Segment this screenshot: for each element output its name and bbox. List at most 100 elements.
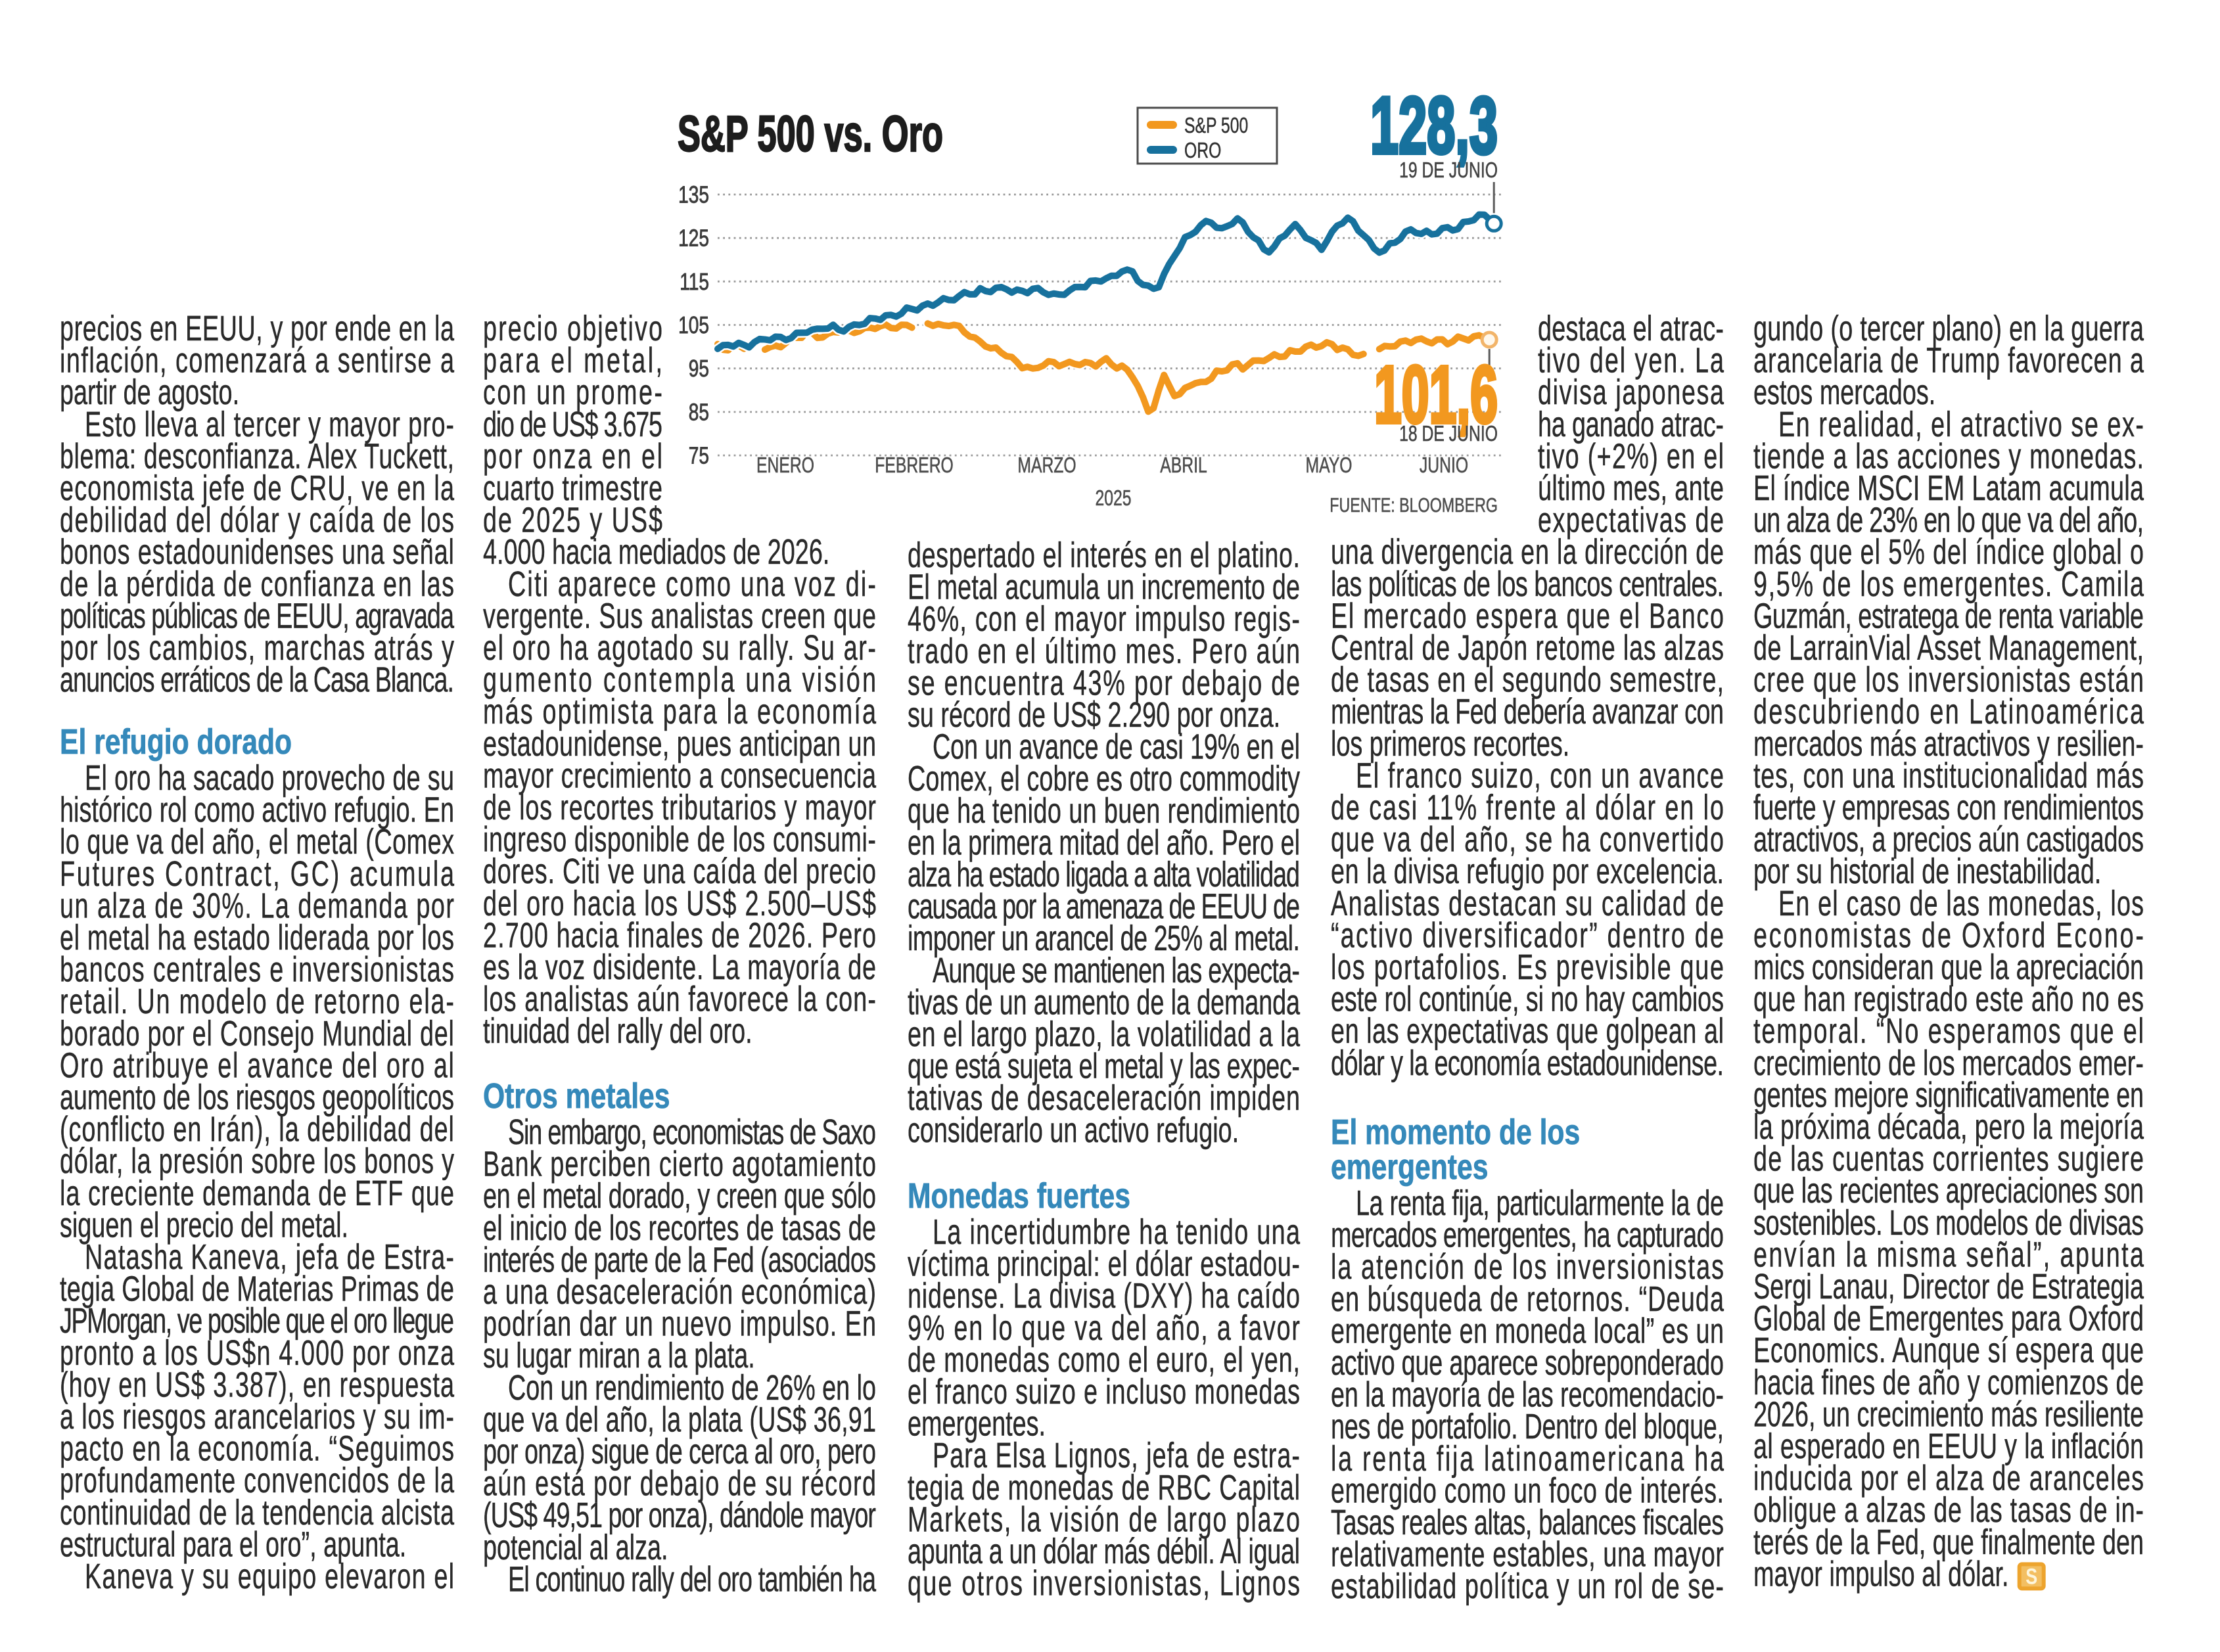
svg-text:115: 115	[680, 269, 709, 295]
svg-text:estabilidad política y un rol: estabilidad política y un rol de se-	[1331, 1567, 1724, 1606]
svg-text:trado en el último mes. Pero a: trado en el último mes. Pero aún	[908, 631, 1300, 670]
svg-text:mayor crecimiento a consecuenc: mayor crecimiento a consecuencia	[483, 756, 876, 795]
svg-text:un alza de 30%. La demanda por: un alza de 30%. La demanda por	[60, 886, 454, 925]
svg-text:Sergi Lanau, Director de Estra: Sergi Lanau, Director de Estrategia	[1753, 1266, 2144, 1306]
svg-text:aún está por debajo de su réco: aún está por debajo de su récord	[483, 1463, 876, 1503]
svg-text:Central de Japón retome las al: Central de Japón retome las alzas	[1331, 628, 1724, 667]
svg-text:2.700 hacia finales de 2026. P: 2.700 hacia finales de 2026. Pero	[483, 915, 876, 955]
svg-text:Para Elsa Lignos, jefa de estr: Para Elsa Lignos, jefa de estra-	[933, 1436, 1300, 1475]
svg-text:En el caso de las monedas, los: En el caso de las monedas, los	[1778, 883, 2144, 923]
svg-text:Comex, el cobre es otro commod: Comex, el cobre es otro commodity	[908, 759, 1301, 798]
svg-text:destaca el atrac-: destaca el atrac-	[1538, 308, 1724, 348]
svg-text:una divergencia en la direcció: una divergencia en la dirección de	[1331, 532, 1724, 572]
svg-text:tivas de un aumento de la dema: tivas de un aumento de la demanda	[908, 982, 1300, 1022]
svg-text:nes de portafolio. Dentro del: nes de portafolio. Dentro del bloque,	[1331, 1407, 1724, 1446]
svg-text:que otros inversionistas, Lign: que otros inversionistas, Lignos	[908, 1563, 1300, 1603]
svg-text:135: 135	[678, 181, 709, 208]
svg-text:el metal ha estado liderada po: el metal ha estado liderada por los	[60, 917, 454, 957]
svg-text:descubriendo en Latinoamérica: descubriendo en Latinoamérica	[1753, 692, 2144, 731]
svg-text:Tasas reales altas, balances f: Tasas reales altas, balances fiscales	[1331, 1502, 1724, 1542]
svg-text:cuarto trimestre: cuarto trimestre	[483, 468, 662, 507]
svg-text:de 2025 y US$: de 2025 y US$	[483, 500, 662, 539]
svg-text:Markets, la visión de largo pl: Markets, la visión de largo plazo	[908, 1500, 1300, 1539]
svg-text:aumento de los riesgos geopolí: aumento de los riesgos geopolíticos	[60, 1077, 454, 1116]
svg-text:(hoy en US$ 3.387), en respues: (hoy en US$ 3.387), en respuesta	[60, 1365, 454, 1404]
svg-text:El índice MSCI EM Latam acumul: El índice MSCI EM Latam acumula	[1753, 468, 2144, 507]
svg-text:víctima principal: el dólar es: víctima principal: el dólar estadou-	[908, 1244, 1300, 1283]
svg-text:emergido como un foco de inter: emergido como un foco de interés.	[1331, 1471, 1724, 1510]
svg-text:S: S	[2025, 1564, 2037, 1589]
svg-text:bonos estadounidenses una seña: bonos estadounidenses una señal	[60, 532, 454, 572]
svg-text:bancos centrales e inversionis: bancos centrales e inversionistas	[60, 950, 454, 989]
svg-text:2026, un crecimiento más resil: 2026, un crecimiento más resiliente	[1753, 1394, 2144, 1434]
svg-text:estadounidense, pues anticipan: estadounidense, pues anticipan un	[483, 723, 876, 763]
svg-text:Citi aparece como una voz di-: Citi aparece como una voz di-	[508, 564, 876, 603]
svg-text:es la voz disidente. La mayorí: es la voz disidente. La mayoría de	[483, 947, 876, 986]
svg-text:dores. Citi ve una caída del p: dores. Citi ve una caída del precio	[483, 852, 876, 891]
svg-text:profundamente convencidos de l: profundamente convencidos de la	[60, 1461, 454, 1500]
svg-text:que ha tenido un buen rendimie: que ha tenido un buen rendimiento	[908, 791, 1300, 830]
svg-text:FUENTE: BLOOMBERG: FUENTE: BLOOMBERG	[1330, 493, 1498, 516]
svg-text:JPMorgan, ve posible que el or: JPMorgan, ve posible que el oro llegue	[60, 1301, 454, 1341]
svg-text:4.000 hacia mediados de 2026.: 4.000 hacia mediados de 2026.	[483, 532, 829, 572]
svg-text:este rol continúe, si no hay c: este rol continúe, si no hay cambios	[1331, 979, 1724, 1019]
svg-text:Otros metales: Otros metales	[483, 1076, 670, 1116]
svg-text:el inicio de los recortes de t: el inicio de los recortes de tasas de	[483, 1208, 876, 1247]
svg-text:economistas de Oxford Econo-: economistas de Oxford Econo-	[1753, 915, 2144, 955]
svg-text:por su historial de inestabili: por su historial de inestabilidad.	[1753, 852, 2101, 891]
svg-text:Economics. Aunque sí espera qu: Economics. Aunque sí espera que	[1753, 1331, 2144, 1370]
svg-text:precios en EEUU, y por ende en: precios en EEUU, y por ende en la	[60, 308, 454, 348]
svg-text:causada por la amenaza de EEUU: causada por la amenaza de EEUU de	[908, 886, 1300, 926]
svg-text:la renta fija latinoamericana: la renta fija latinoamericana ha	[1331, 1438, 1724, 1478]
svg-text:S&P 500 vs. Oro: S&P 500 vs. Oro	[678, 105, 943, 162]
svg-text:en la primera mitad del año. P: en la primera mitad del año. Pero el	[908, 823, 1300, 862]
svg-text:tegia Global de Materias Prima: tegia Global de Materias Primas de	[60, 1269, 454, 1308]
svg-text:tinuidad del rally del oro.: tinuidad del rally del oro.	[483, 1011, 752, 1051]
svg-text:S&P 500: S&P 500	[1184, 114, 1248, 138]
svg-text:75: 75	[689, 442, 709, 469]
svg-text:economista jefe de CRU, ve en: economista jefe de CRU, ve en la	[60, 468, 454, 507]
svg-text:dio de US$ 3.675: dio de US$ 3.675	[483, 404, 662, 444]
svg-text:las políticas de los bancos ce: las políticas de los bancos centrales.	[1331, 564, 1724, 603]
svg-text:en búsqueda de retornos. “Deud: en búsqueda de retornos. “Deuda	[1331, 1279, 1724, 1318]
svg-text:El momento de los: El momento de los	[1331, 1113, 1580, 1152]
svg-text:gundo (o tercer plano) en la g: gundo (o tercer plano) en la guerra	[1753, 308, 2144, 348]
svg-text:vergente. Sus analistas creen: vergente. Sus analistas creen que	[483, 596, 876, 635]
svg-text:alza ha estado ligada a alta v: alza ha estado ligada a alta volatilidad	[908, 854, 1300, 894]
svg-text:en el largo plazo, la volatili: en el largo plazo, la volatilidad a la	[908, 1014, 1300, 1053]
svg-text:la creciente demanda de ETF qu: la creciente demanda de ETF que	[60, 1173, 454, 1212]
svg-text:pacto en la economía. “Seguimo: pacto en la economía. “Seguimos	[60, 1429, 454, 1468]
svg-text:divisa japonesa: divisa japonesa	[1538, 373, 1724, 412]
svg-text:9,5% de los emergentes. Camila: 9,5% de los emergentes. Camila	[1753, 564, 2144, 603]
svg-text:Con un rendimiento de 26% en l: Con un rendimiento de 26% en lo	[508, 1367, 876, 1407]
svg-text:debilidad del dólar y caída de: debilidad del dólar y caída de los	[60, 500, 454, 539]
svg-text:128,3: 128,3	[1370, 80, 1498, 171]
svg-text:activo que aparece sobreponder: activo que aparece sobreponderado	[1331, 1342, 1724, 1382]
svg-text:el franco suizo e incluso mone: el franco suizo e incluso monedas	[908, 1371, 1300, 1411]
svg-text:de las cuentas corrientes sugi: de las cuentas corrientes sugiere	[1753, 1139, 2144, 1178]
svg-text:con un prome-: con un prome-	[483, 373, 662, 412]
svg-text:En realidad, el atractivo se e: En realidad, el atractivo se ex-	[1778, 404, 2144, 444]
svg-text:terés de la Fed, que finalment: terés de la Fed, que finalmente den	[1753, 1522, 2144, 1561]
svg-text:tivo (+2%) en el: tivo (+2%) en el	[1538, 436, 1724, 476]
svg-text:que han registrado este año no: que han registrado este año no es	[1753, 979, 2144, 1019]
svg-text:nidense. La divisa (DXY) ha ca: nidense. La divisa (DXY) ha caído	[908, 1276, 1300, 1316]
svg-text:por onza) sigue de cerca al or: por onza) sigue de cerca al oro, pero	[483, 1431, 876, 1471]
svg-text:Esto lleva al tercer y mayor p: Esto lleva al tercer y mayor pro-	[85, 404, 454, 444]
svg-text:de casi 11% frente al dólar en: de casi 11% frente al dólar en lo	[1331, 787, 1724, 827]
svg-text:su lugar miran a la plata.: su lugar miran a la plata.	[483, 1336, 755, 1375]
svg-text:siguen el precio del metal.: siguen el precio del metal.	[60, 1205, 348, 1245]
svg-text:ORO: ORO	[1184, 139, 1221, 163]
svg-text:El franco suizo, con un avance: El franco suizo, con un avance	[1356, 756, 1724, 795]
svg-text:105: 105	[678, 312, 709, 338]
svg-text:más optimista para la economía: más optimista para la economía	[483, 692, 876, 731]
svg-text:JUNIO: JUNIO	[1420, 454, 1468, 478]
svg-text:de monedas como el euro, el ye: de monedas como el euro, el yen,	[908, 1340, 1300, 1379]
svg-text:ha ganado atrac-: ha ganado atrac-	[1538, 404, 1724, 444]
svg-text:tativas de desaceleración impi: tativas de desaceleración impiden	[908, 1078, 1300, 1118]
svg-text:tegia de monedas de RBC Capita: tegia de monedas de RBC Capital	[908, 1467, 1300, 1507]
svg-text:gentes mejore significativamen: gentes mejore significativamente en	[1753, 1075, 2144, 1114]
svg-text:blema: desconfianza. Alex Tuck: blema: desconfianza. Alex Tuckett,	[60, 436, 454, 476]
svg-text:El continuo rally del oro tamb: El continuo rally del oro también ha	[508, 1559, 876, 1599]
svg-text:Con un avance de casi 19% en e: Con un avance de casi 19% en el	[933, 727, 1300, 766]
